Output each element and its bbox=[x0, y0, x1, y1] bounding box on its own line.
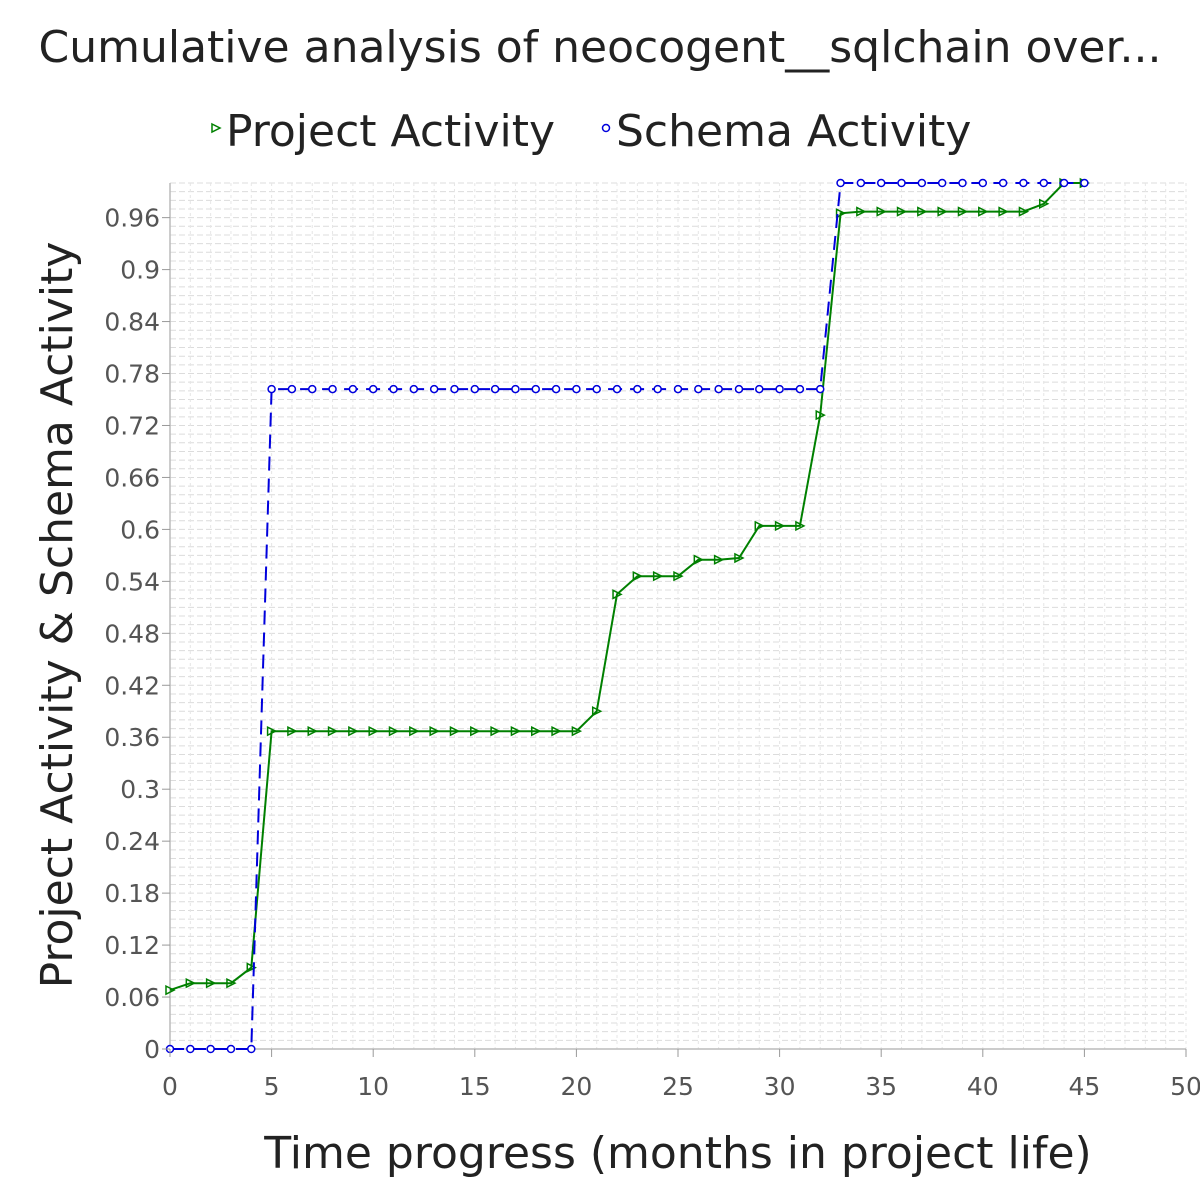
y-tick-label: 0.78 bbox=[104, 360, 160, 389]
data-point-schema-activity bbox=[614, 386, 621, 393]
data-point-schema-activity bbox=[268, 386, 275, 393]
y-tick-label: 0.18 bbox=[104, 879, 160, 908]
data-point-schema-activity bbox=[207, 1046, 214, 1053]
data-point-schema-activity bbox=[878, 180, 885, 187]
y-tick-label: 0.9 bbox=[120, 256, 160, 285]
data-point-schema-activity bbox=[390, 386, 397, 393]
data-point-schema-activity bbox=[573, 386, 580, 393]
data-point-schema-activity bbox=[553, 386, 560, 393]
data-point-schema-activity bbox=[1000, 180, 1007, 187]
y-tick-label: 0 bbox=[144, 1035, 160, 1064]
y-tick-label: 0.48 bbox=[104, 619, 160, 648]
data-point-schema-activity bbox=[654, 386, 661, 393]
data-point-schema-activity bbox=[492, 386, 499, 393]
legend-marker-project-activity bbox=[212, 124, 220, 132]
legend: Project Activity Schema Activity bbox=[212, 106, 971, 157]
data-point-schema-activity bbox=[410, 386, 417, 393]
data-point-schema-activity bbox=[634, 386, 641, 393]
data-point-schema-activity bbox=[431, 386, 438, 393]
data-point-schema-activity bbox=[776, 386, 783, 393]
data-point-schema-activity bbox=[857, 180, 864, 187]
data-point-schema-activity bbox=[979, 180, 986, 187]
y-tick-label: 0.84 bbox=[104, 308, 160, 337]
data-point-schema-activity bbox=[532, 386, 539, 393]
chart-title: Cumulative analysis of neocogent__sqlcha… bbox=[38, 22, 1161, 73]
data-point-schema-activity bbox=[248, 1046, 255, 1053]
legend-label-project-activity: Project Activity bbox=[226, 106, 555, 157]
x-tick-label: 20 bbox=[560, 1072, 592, 1101]
y-tick-label: 0.72 bbox=[104, 411, 160, 440]
data-point-schema-activity bbox=[898, 180, 905, 187]
x-tick-label: 40 bbox=[967, 1072, 999, 1101]
x-tick-label: 0 bbox=[162, 1072, 178, 1101]
y-tick-label: 0.54 bbox=[104, 567, 160, 596]
x-tick-label: 25 bbox=[662, 1072, 694, 1101]
data-point-schema-activity bbox=[1040, 180, 1047, 187]
data-point-schema-activity bbox=[1020, 180, 1027, 187]
data-point-schema-activity bbox=[837, 180, 844, 187]
y-tick-label: 0.06 bbox=[104, 983, 160, 1012]
data-point-schema-activity bbox=[817, 386, 824, 393]
x-axis-label: Time progress (months in project life) bbox=[263, 1128, 1091, 1179]
data-point-schema-activity bbox=[329, 386, 336, 393]
y-tick-label: 0.3 bbox=[120, 775, 160, 804]
y-tick-label: 0.6 bbox=[120, 515, 160, 544]
x-tick-label: 10 bbox=[357, 1072, 389, 1101]
data-point-schema-activity bbox=[796, 386, 803, 393]
x-tick-label: 30 bbox=[764, 1072, 796, 1101]
data-point-schema-activity bbox=[471, 386, 478, 393]
y-tick-label: 0.12 bbox=[104, 931, 160, 960]
data-point-schema-activity bbox=[451, 386, 458, 393]
data-point-schema-activity bbox=[349, 386, 356, 393]
data-point-schema-activity bbox=[227, 1046, 234, 1053]
data-point-schema-activity bbox=[187, 1046, 194, 1053]
x-tick-label: 50 bbox=[1170, 1072, 1200, 1101]
y-tick-label: 0.96 bbox=[104, 204, 160, 233]
x-tick-label: 35 bbox=[865, 1072, 897, 1101]
data-point-schema-activity bbox=[695, 386, 702, 393]
y-tick-label: 0.42 bbox=[104, 671, 160, 700]
data-point-schema-activity bbox=[593, 386, 600, 393]
y-tick-label: 0.36 bbox=[104, 723, 160, 752]
data-point-schema-activity bbox=[959, 180, 966, 187]
data-point-schema-activity bbox=[939, 180, 946, 187]
data-point-schema-activity bbox=[756, 386, 763, 393]
data-point-schema-activity bbox=[1081, 180, 1088, 187]
legend-marker-schema-activity bbox=[603, 125, 610, 132]
data-point-schema-activity bbox=[675, 386, 682, 393]
data-point-schema-activity bbox=[1061, 180, 1068, 187]
data-point-schema-activity bbox=[715, 386, 722, 393]
legend-label-schema-activity: Schema Activity bbox=[616, 106, 971, 157]
x-tick-label: 15 bbox=[459, 1072, 491, 1101]
data-point-schema-activity bbox=[918, 180, 925, 187]
data-point-schema-activity bbox=[735, 386, 742, 393]
y-tick-label: 0.24 bbox=[104, 827, 160, 856]
data-point-schema-activity bbox=[370, 386, 377, 393]
data-point-schema-activity bbox=[512, 386, 519, 393]
data-point-schema-activity bbox=[309, 386, 316, 393]
y-axis-label: Project Activity & Schema Activity bbox=[32, 242, 83, 989]
y-tick-label: 0.66 bbox=[104, 463, 160, 492]
x-tick-label: 45 bbox=[1068, 1072, 1100, 1101]
data-point-schema-activity bbox=[288, 386, 295, 393]
x-tick-label: 5 bbox=[264, 1072, 280, 1101]
